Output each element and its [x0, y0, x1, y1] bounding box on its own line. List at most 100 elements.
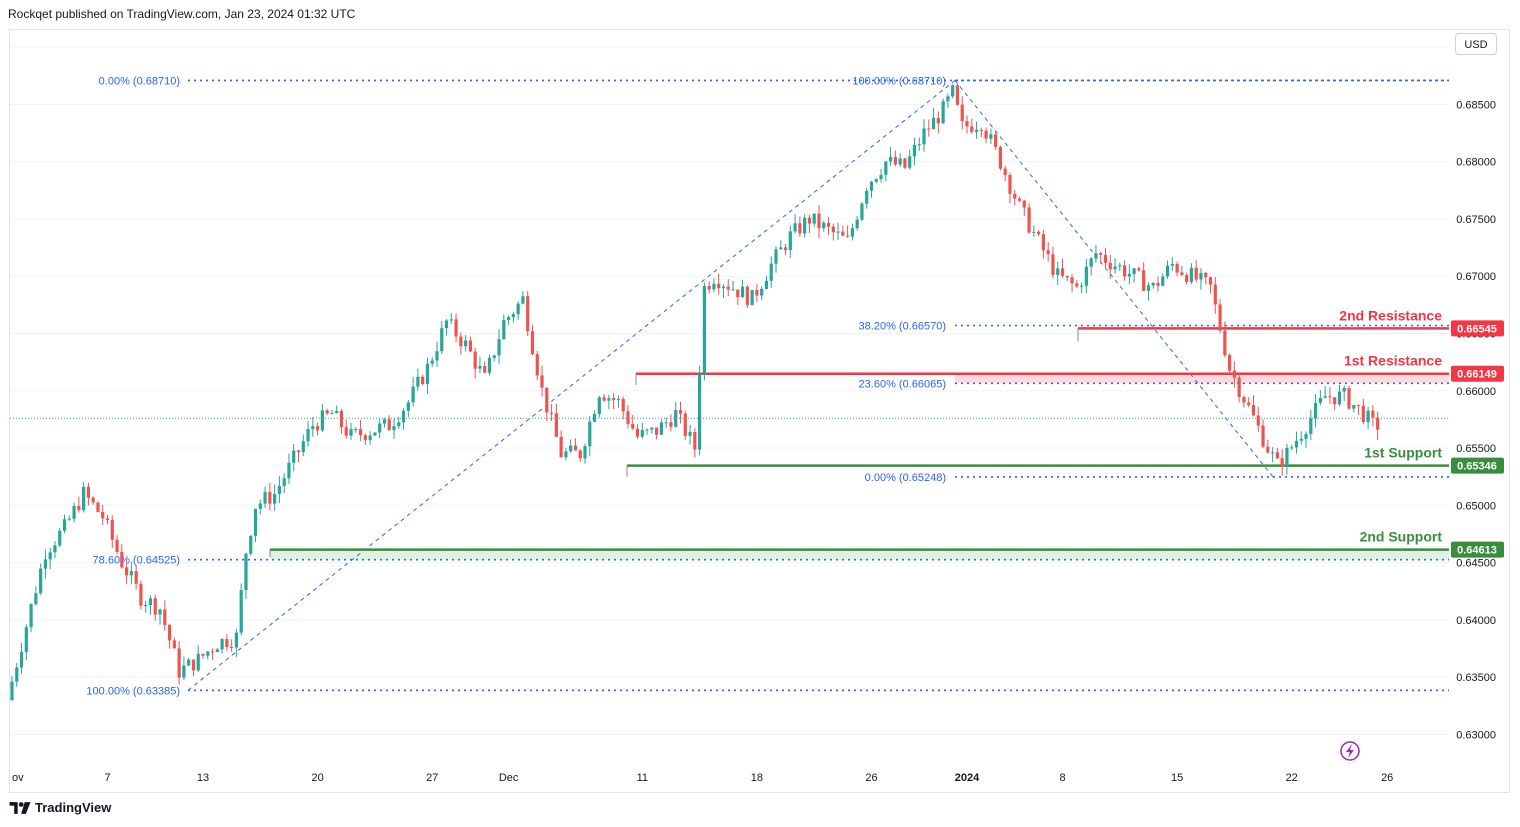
fib-level-label: 23.60% (0.66065) — [859, 378, 946, 390]
candle-body — [1232, 370, 1236, 378]
candle-body — [798, 223, 802, 234]
candle-body — [740, 286, 745, 298]
fib-level-label: 100.00% (0.63385) — [86, 685, 180, 697]
candle-body — [163, 609, 167, 625]
candle-body — [296, 450, 301, 452]
candle-body — [927, 128, 931, 130]
candle-body — [287, 462, 291, 479]
candle-body — [1323, 396, 1327, 399]
y-tick-label: 0.65500 — [1456, 443, 1496, 455]
candle-body — [678, 409, 683, 414]
candle-body — [1099, 253, 1103, 255]
candle-body — [822, 222, 826, 229]
candle-body — [645, 429, 649, 431]
candle-body — [855, 219, 859, 229]
candle-body — [172, 640, 176, 649]
candle-body — [153, 598, 157, 615]
candle-body — [125, 567, 129, 576]
x-tick-label: 11 — [637, 772, 648, 784]
candle-body — [43, 559, 48, 569]
candle-body — [669, 422, 673, 427]
candle-body — [607, 398, 611, 401]
candle-body — [994, 134, 998, 147]
candle-body — [626, 411, 630, 424]
x-tick-label: 20 — [311, 772, 323, 784]
candle-body — [110, 519, 114, 540]
candle-body — [1247, 402, 1251, 406]
candle-body — [1056, 268, 1060, 276]
candle-body — [616, 399, 621, 401]
candle-body — [1113, 266, 1117, 270]
candle-body — [1366, 410, 1370, 422]
candle-body — [826, 222, 831, 227]
candle-body — [545, 387, 549, 413]
candle-body — [1313, 402, 1318, 419]
x-tick-label: 27 — [426, 772, 438, 784]
candle-body — [869, 181, 874, 191]
candle-body — [736, 289, 740, 298]
candle-body — [965, 121, 969, 127]
candle-body — [1242, 396, 1246, 403]
candle-body — [1122, 265, 1127, 277]
candle-body — [1290, 447, 1294, 449]
candle-body — [1151, 283, 1155, 286]
candle-body — [1271, 452, 1275, 454]
candle-body — [258, 503, 262, 509]
candle-body — [392, 426, 396, 431]
candle-body — [841, 231, 845, 236]
candle-body — [1361, 405, 1365, 422]
y-tick-label: 0.65000 — [1456, 500, 1496, 512]
candle-body — [1175, 263, 1179, 273]
candle-body — [444, 320, 449, 329]
candle-body — [339, 410, 344, 428]
candle-body — [1328, 396, 1332, 398]
lightning-icon[interactable] — [1340, 741, 1360, 761]
y-tick-label: 0.66000 — [1456, 386, 1496, 398]
candle-body — [989, 134, 993, 139]
candle-body — [502, 319, 506, 340]
candle-body — [10, 681, 14, 701]
candle-body — [721, 286, 726, 289]
candle-body — [955, 85, 960, 105]
candle-body — [320, 410, 324, 431]
candle-body — [1261, 425, 1265, 447]
candle-body — [1003, 168, 1007, 176]
candle-body — [760, 288, 764, 296]
candle-body — [459, 336, 463, 347]
candle-body — [277, 486, 281, 494]
candle-body — [970, 126, 974, 132]
candle-body — [1027, 207, 1031, 233]
candle-body — [1070, 277, 1074, 284]
candle-body — [344, 427, 348, 436]
candle-body — [1213, 284, 1217, 305]
candle-body — [1146, 285, 1151, 291]
resistance-zone — [955, 373, 1449, 384]
x-tick-label: 15 — [1171, 772, 1183, 784]
footer-brand[interactable]: TradingView — [9, 800, 111, 815]
candle-body — [1065, 275, 1069, 278]
candle-body — [554, 413, 558, 437]
candle-body — [1017, 198, 1022, 201]
support-zone — [270, 549, 1449, 560]
fib-level-label: 78.60% (0.64525) — [93, 555, 180, 567]
level-name: 1st Support — [1364, 445, 1442, 461]
price-tag — [1451, 541, 1504, 558]
candle-body — [177, 648, 181, 678]
candle-body — [1228, 355, 1232, 371]
candle-body — [401, 410, 406, 423]
candle-body — [674, 409, 678, 427]
currency-button[interactable]: USD — [1455, 33, 1497, 55]
candle-body — [487, 357, 492, 373]
candle-body — [86, 486, 90, 498]
candle-body — [998, 146, 1003, 169]
candle-body — [1046, 250, 1050, 255]
candle-body — [592, 414, 597, 422]
price-tag-label: 0.65346 — [1457, 461, 1497, 473]
candle-body — [635, 428, 640, 437]
tradingview-logo-icon — [9, 801, 31, 814]
candle-body — [1185, 274, 1189, 283]
fib-level-label: 38.20% (0.66570) — [859, 320, 946, 332]
candle-body — [1356, 404, 1361, 406]
candle-body — [941, 101, 945, 124]
